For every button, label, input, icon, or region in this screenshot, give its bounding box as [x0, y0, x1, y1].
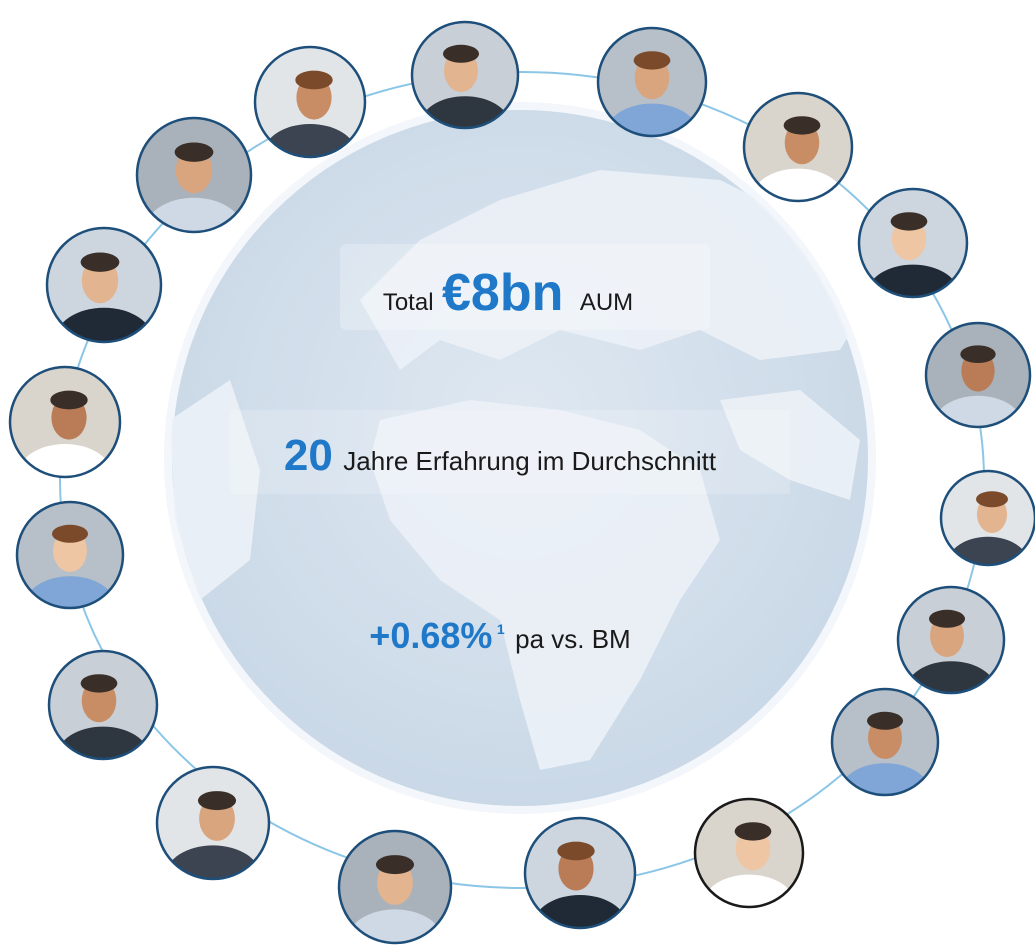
photo-content: [339, 831, 451, 951]
team-photo: [859, 189, 967, 324]
headline-prefix: Total: [383, 289, 434, 316]
photo-hair: [295, 71, 332, 90]
photo-hair: [929, 610, 965, 628]
team-photo: [941, 471, 1035, 589]
photo-hair: [891, 212, 928, 230]
photo-shoulders: [57, 727, 149, 786]
photo-hair: [198, 791, 236, 810]
team-photo: [17, 502, 123, 634]
photo-content: [17, 502, 123, 634]
photo-shoulders: [146, 198, 243, 261]
photo-shoulders: [934, 396, 1022, 453]
performance-value: +0.68%: [369, 615, 492, 656]
photo-hair: [175, 143, 214, 162]
team-photo: [137, 118, 251, 261]
page: {"headline": {"prefix": "Total", "value"…: [0, 0, 1035, 951]
photo-content: [49, 651, 157, 786]
photo-hair: [634, 51, 671, 69]
headline-suffix: AUM: [580, 289, 633, 316]
photo-content: [525, 818, 635, 951]
team-photo: [10, 367, 120, 505]
photo-content: [926, 323, 1030, 453]
team-photo: [695, 799, 803, 934]
photo-content: [859, 189, 967, 324]
team-photo: [339, 831, 451, 951]
photo-content: [10, 367, 120, 505]
photo-shoulders: [948, 537, 1028, 589]
photo-shoulders: [165, 845, 260, 907]
team-photo: [525, 818, 635, 951]
team-photo: [926, 323, 1030, 453]
experience-text: Jahre Erfahrung im Durchschnitt: [343, 446, 717, 476]
team-photo: [832, 689, 938, 821]
photo-shoulders: [18, 444, 112, 505]
performance-footnote: 1: [497, 621, 505, 637]
photo-hair: [50, 391, 87, 410]
photo-hair: [52, 525, 88, 543]
headline-value: €8bn: [442, 264, 563, 322]
photo-content: [47, 228, 161, 371]
photo-content: [137, 118, 251, 261]
team-photo: [47, 228, 161, 371]
photo-hair: [960, 345, 995, 363]
photo-hair: [867, 712, 903, 730]
photo-content: [941, 471, 1035, 589]
team-graphic: Total €8bn AUM 20 Jahre Erfahrung im Dur…: [0, 0, 1035, 951]
photo-shoulders: [703, 875, 795, 934]
photo-content: [832, 689, 938, 821]
photo-content: [157, 767, 269, 907]
performance-text: pa vs. BM: [515, 624, 631, 654]
team-photo: [157, 767, 269, 907]
photo-hair: [784, 116, 821, 134]
photo-hair: [81, 253, 120, 272]
photo-shoulders: [56, 308, 153, 371]
experience-value: 20: [284, 431, 333, 480]
photo-shoulders: [840, 763, 930, 821]
photo-hair: [376, 855, 414, 874]
photo-hair: [443, 45, 479, 63]
team-photo: [49, 651, 157, 786]
photo-hair: [976, 491, 1008, 507]
photo-hair: [735, 822, 772, 840]
photo-hair: [81, 674, 118, 692]
photo-shoulders: [25, 576, 115, 634]
photo-hair: [557, 842, 594, 861]
photo-content: [695, 799, 803, 934]
